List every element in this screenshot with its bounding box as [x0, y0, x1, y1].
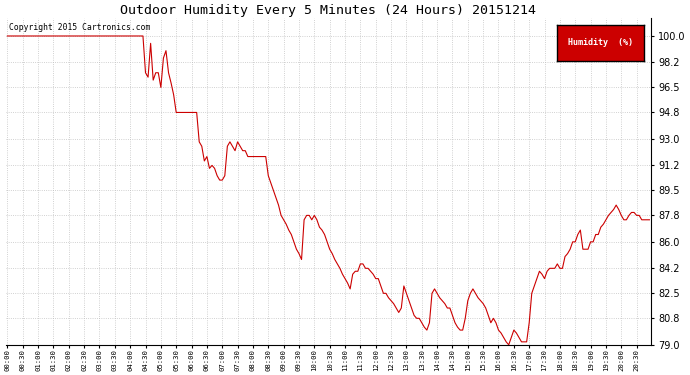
Text: Copyright 2015 Cartronics.com: Copyright 2015 Cartronics.com [10, 23, 150, 32]
Title: Outdoor Humidity Every 5 Minutes (24 Hours) 20151214: Outdoor Humidity Every 5 Minutes (24 Hou… [120, 4, 536, 17]
